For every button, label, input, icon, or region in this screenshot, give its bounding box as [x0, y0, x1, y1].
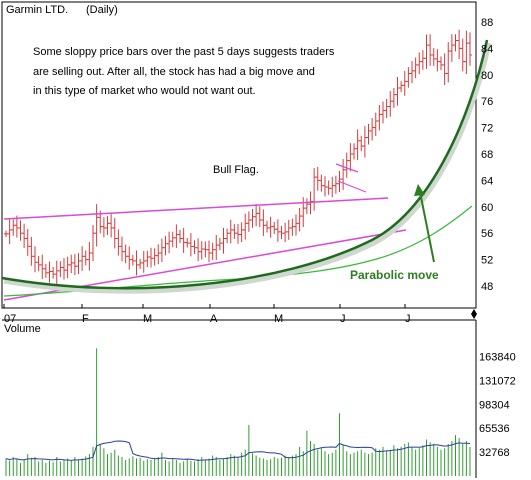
volume-average-line [5, 440, 471, 461]
current-bar-marker [471, 309, 477, 319]
note-line-1: Some sloppy price bars over the past 5 d… [33, 46, 335, 58]
price-panel-frame [1, 1, 477, 309]
bull-flag-label: Bull Flag. [213, 164, 259, 176]
flag-lower-line [337, 180, 367, 193]
parabolic-arrow-shaft [419, 191, 435, 263]
upper-trendline [3, 197, 389, 220]
parabolic-arrow-head [414, 184, 425, 196]
note-line-2: are selling out. After all, the stock ha… [33, 66, 315, 78]
chart-subtitle: (Daily) [86, 4, 118, 16]
price-tick-label: 76 [481, 96, 493, 108]
month-label: J [340, 313, 346, 325]
parabolic-move-label: Parabolic move [350, 268, 439, 282]
month-label: M [274, 313, 283, 325]
volume-tick-label: 131072 [479, 375, 516, 387]
price-bar [468, 32, 472, 66]
price-tick-label: 56 [481, 228, 493, 240]
month-label: 07 [4, 313, 16, 325]
price-tick-label: 72 [481, 123, 493, 135]
price-tick-label: 68 [481, 149, 493, 161]
volume-label: Volume [4, 323, 41, 335]
month-label: M [143, 313, 152, 325]
price-tick-label: 60 [481, 202, 493, 214]
month-label: A [210, 313, 218, 325]
parabolic-curve [1, 39, 489, 290]
price-tick-label: 88 [481, 17, 493, 29]
price-tick-label: 52 [481, 255, 493, 267]
price-tick-label: 80 [481, 70, 493, 82]
month-axis: 07 F M A M J J [3, 304, 411, 325]
month-label: J [405, 313, 411, 325]
flag-upper-line [335, 163, 359, 173]
price-tick-label: 48 [481, 281, 493, 293]
price-axis: 48 52 56 60 64 68 72 76 80 84 88 [481, 17, 493, 293]
chart-title: Garmin LTD. [6, 4, 68, 16]
volume-axis: 32768 65536 98304 131072 163840 [479, 351, 516, 459]
price-tick-label: 64 [481, 175, 493, 187]
price-bars [4, 29, 472, 285]
volume-tick-label: 65536 [479, 423, 510, 435]
note-line-3: in this type of market who would not wan… [33, 85, 256, 97]
price-tick-label: 84 [481, 43, 493, 55]
volume-tick-label: 98304 [479, 399, 510, 411]
parabolic-curve-shadow [3, 42, 492, 294]
volume-tick-label: 32768 [479, 447, 510, 459]
month-label: F [82, 313, 89, 325]
volume-tick-label: 163840 [479, 351, 516, 363]
